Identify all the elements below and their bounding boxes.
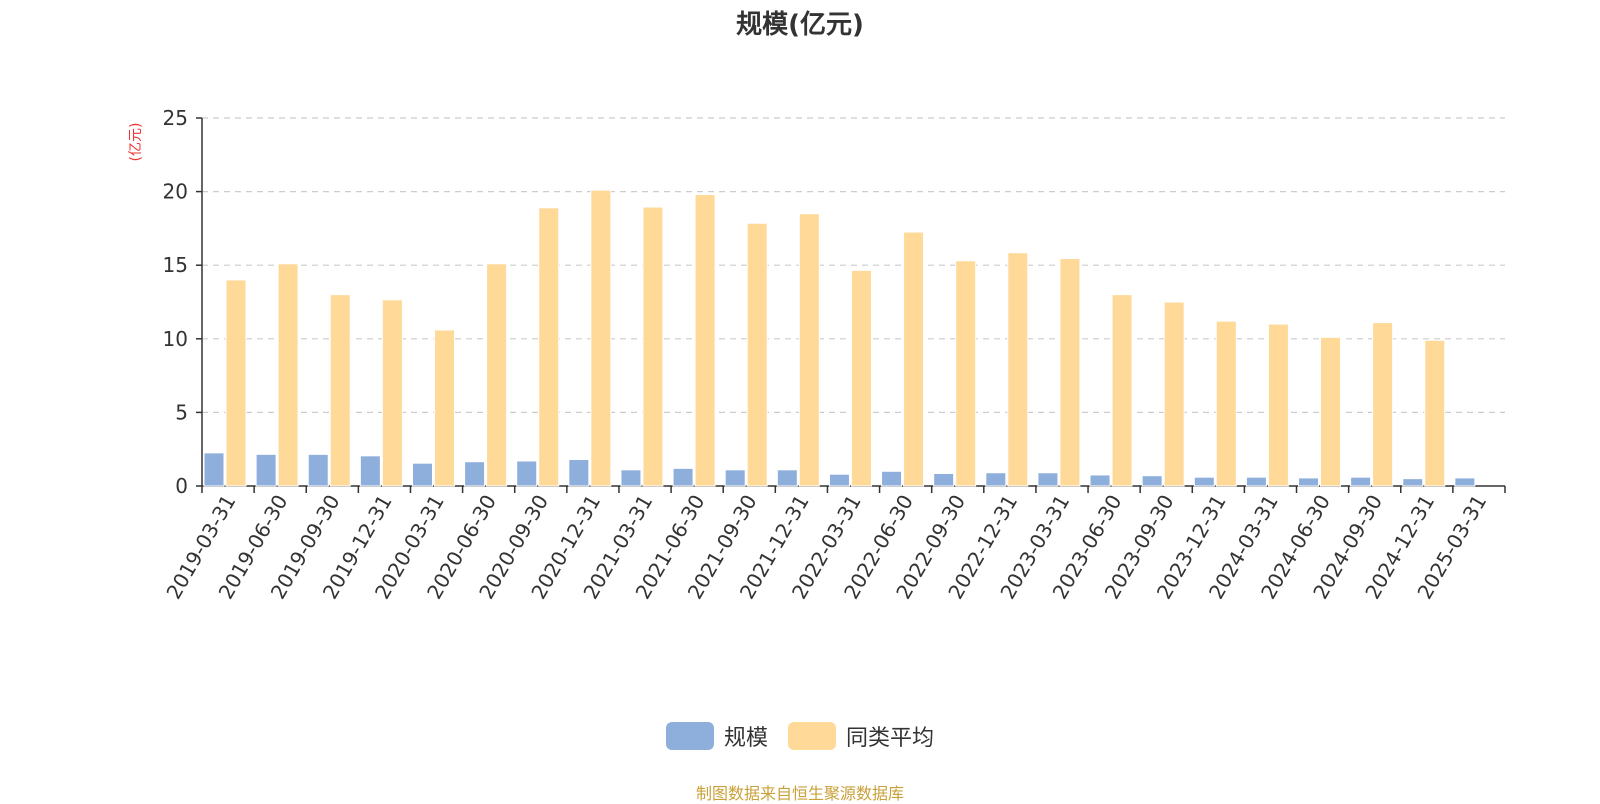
y-tick-label: 10 <box>163 327 188 351</box>
bar-peer-average[interactable] <box>798 213 820 487</box>
bar-peer-average[interactable] <box>538 207 560 487</box>
bar-peer-average[interactable] <box>277 263 299 487</box>
bar-peer-average[interactable] <box>590 189 612 487</box>
bar-peer-average[interactable] <box>1163 301 1185 487</box>
bar-scale[interactable] <box>359 455 381 487</box>
bar-peer-average[interactable] <box>381 299 403 487</box>
bars <box>203 189 1476 487</box>
bar-scale[interactable] <box>1245 476 1267 487</box>
legend-item-peer-average[interactable]: 同类平均 <box>788 720 934 752</box>
bar-scale[interactable] <box>411 462 433 487</box>
bar-scale[interactable] <box>1089 474 1111 487</box>
bar-scale[interactable] <box>828 473 850 487</box>
bar-peer-average[interactable] <box>329 294 351 487</box>
bar-peer-average[interactable] <box>225 279 247 487</box>
bar-scale[interactable] <box>620 469 642 487</box>
bar-scale[interactable] <box>672 467 694 487</box>
legend-item-scale[interactable]: 规模 <box>665 720 768 752</box>
y-tick-label: 25 <box>163 106 188 130</box>
bar-peer-average[interactable] <box>1059 258 1081 487</box>
legend-swatch-peer-average <box>788 722 836 750</box>
bar-peer-average[interactable] <box>746 222 768 487</box>
bar-peer-average[interactable] <box>1111 294 1133 487</box>
bar-scale[interactable] <box>933 472 955 487</box>
bar-peer-average[interactable] <box>1215 320 1237 487</box>
bar-scale[interactable] <box>1037 472 1059 487</box>
bar-scale[interactable] <box>1193 476 1215 487</box>
bar-peer-average[interactable] <box>433 329 455 487</box>
bar-scale[interactable] <box>1298 477 1320 487</box>
bar-scale[interactable] <box>568 459 590 487</box>
bar-peer-average[interactable] <box>955 260 977 487</box>
bar-scale[interactable] <box>1350 476 1372 487</box>
y-tick-label: 15 <box>163 253 188 277</box>
bar-peer-average[interactable] <box>1007 252 1029 487</box>
bar-peer-average[interactable] <box>1267 323 1289 487</box>
bar-scale[interactable] <box>1454 477 1476 487</box>
bar-scale[interactable] <box>516 460 538 487</box>
bar-peer-average[interactable] <box>694 194 716 487</box>
bar-scale[interactable] <box>724 469 746 487</box>
y-axis-title: (亿元) <box>128 123 144 162</box>
bar-scale[interactable] <box>1141 475 1163 487</box>
legend-label-peer-average: 同类平均 <box>846 726 935 751</box>
bar-scale[interactable] <box>881 470 903 487</box>
bar-peer-average[interactable] <box>486 263 508 487</box>
bar-scale[interactable] <box>464 461 486 487</box>
legend-label-scale: 规模 <box>723 726 768 751</box>
legend: 规模 同类平均 <box>0 720 1600 752</box>
bar-peer-average[interactable] <box>850 269 872 487</box>
tick-labels: 05101520252019-03-312019-06-302019-09-30… <box>161 106 1491 603</box>
y-tick-label: 0 <box>175 474 188 498</box>
bar-scale[interactable] <box>307 453 329 487</box>
bar-peer-average[interactable] <box>642 206 664 487</box>
y-tick-label: 5 <box>175 400 188 424</box>
bar-scale[interactable] <box>1402 478 1424 487</box>
bar-peer-average[interactable] <box>1372 322 1394 487</box>
bar-peer-average[interactable] <box>903 231 925 487</box>
y-tick-label: 20 <box>163 180 188 204</box>
bar-scale[interactable] <box>255 453 277 487</box>
legend-swatch-scale <box>665 722 714 750</box>
chart-title: 规模(亿元) <box>736 10 864 40</box>
bar-scale[interactable] <box>203 452 225 487</box>
data-source-note: 制图数据来自恒生聚源数据库 <box>695 784 904 803</box>
bar-scale[interactable] <box>776 469 798 487</box>
bar-scale[interactable] <box>985 472 1007 487</box>
bar-peer-average[interactable] <box>1320 336 1342 487</box>
bar-peer-average[interactable] <box>1424 339 1446 487</box>
